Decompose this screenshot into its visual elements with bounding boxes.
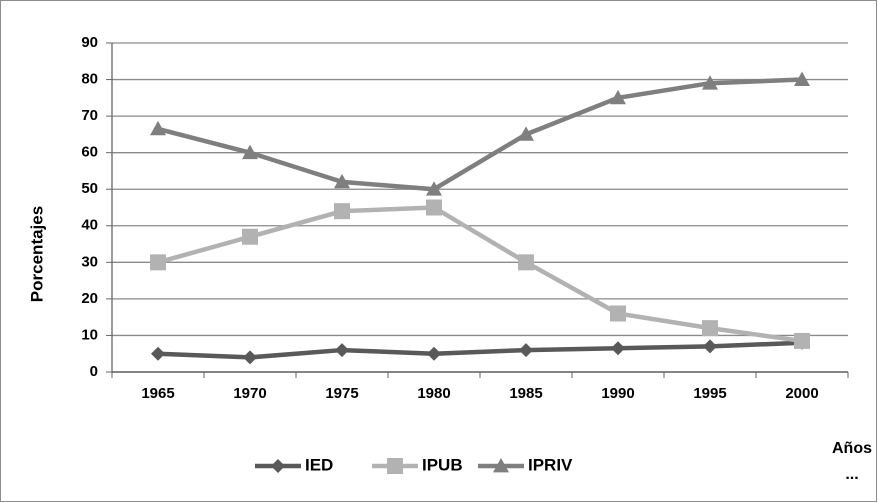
x-tick-label: 1975 [325,385,358,402]
data-point [611,341,625,356]
data-point [150,120,166,136]
data-point [518,254,534,271]
x-tick-label: 1970 [233,385,266,402]
y-tick-label: 0 [90,363,98,380]
legend-marker [493,458,509,473]
data-point [702,75,718,90]
data-point [518,126,534,141]
data-point [242,228,258,245]
x-tick-label: 2000 [785,385,818,402]
data-point [426,181,442,196]
data-point [519,343,533,358]
y-axis-label: Porcentajes [27,206,46,302]
x-tick-label: 1965 [141,385,174,402]
y-tick-label: 60 [81,144,98,161]
x-tick-label: 1990 [601,385,634,402]
data-point [703,339,717,354]
y-tick-label: 20 [81,290,98,307]
data-point [794,71,810,86]
series-line [157,205,803,344]
data-point [150,254,166,271]
series-line [157,77,803,192]
x-tick-label: 1985 [509,385,542,402]
y-tick-label: 10 [81,326,98,343]
data-point [427,346,441,361]
series-line [157,340,803,360]
legend-label: IPUB [422,455,463,474]
data-point [334,203,350,220]
data-point [334,173,350,189]
data-point [794,332,810,349]
data-point [610,89,626,105]
x-tick-label: 1980 [417,385,450,402]
data-point [335,343,349,358]
y-tick-label: 40 [81,217,98,234]
legend-label: IPRIV [528,455,573,474]
data-point [243,350,257,365]
y-tick-label: 50 [81,180,98,197]
y-tick-label: 90 [81,34,98,51]
data-point [426,199,442,216]
y-tick-label: 80 [81,71,98,88]
data-point [610,305,626,322]
y-tick-label: 30 [81,253,98,270]
data-point [702,320,718,337]
legend-marker [387,458,403,474]
data-point [151,346,165,361]
legend-marker [271,459,285,473]
legend-label: IED [305,455,333,474]
y-tick-label: 70 [81,107,98,124]
data-point [242,144,258,160]
x-axis-label: Años ... [832,440,872,483]
x-tick-label: 1995 [693,385,726,402]
